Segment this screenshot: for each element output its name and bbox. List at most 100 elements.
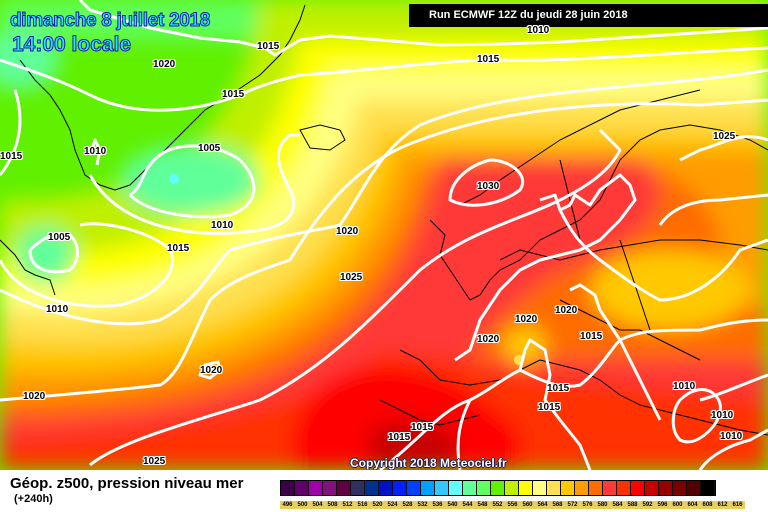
isobar-label: 1020	[477, 334, 500, 345]
isobar-label: 1010	[527, 25, 550, 36]
legend-value: 524	[385, 501, 400, 509]
legend-swatch	[631, 481, 645, 495]
isobar-label: 1020	[555, 305, 578, 316]
isobar-label: 1010	[720, 431, 743, 442]
legend-value: 572	[565, 501, 580, 509]
run-info-box: Run ECMWF 12Z du jeudi 28 juin 2018	[409, 4, 768, 27]
legend-swatch	[323, 481, 337, 495]
isobar-label: 1015	[0, 151, 23, 162]
legend-value: 520	[370, 501, 385, 509]
isobar-label: 1015	[477, 54, 500, 65]
legend-swatch	[519, 481, 533, 495]
legend-swatch	[407, 481, 421, 495]
legend-value: 604	[685, 501, 700, 509]
legend-value: 616	[730, 501, 745, 509]
legend-swatch	[659, 481, 673, 495]
legend-swatch	[589, 481, 603, 495]
legend-swatch	[435, 481, 449, 495]
coastlines	[0, 4, 768, 436]
legend-value: 564	[535, 501, 550, 509]
legend-value: 592	[640, 501, 655, 509]
legend-value: 588	[625, 501, 640, 509]
legend-value: 584	[610, 501, 625, 509]
isobar-label: 1025	[713, 131, 736, 142]
color-legend	[280, 480, 716, 496]
isobar-label: 1005	[198, 143, 221, 154]
legend-swatch	[701, 481, 715, 495]
legend-swatch	[547, 481, 561, 495]
legend-value: 496	[280, 501, 295, 509]
legend-swatch	[477, 481, 491, 495]
copyright: Copyright 2018 Meteociel.fr	[350, 456, 507, 470]
legend-swatch	[645, 481, 659, 495]
isobar-label: 1010	[673, 381, 696, 392]
legend-swatch	[603, 481, 617, 495]
legend-swatch	[505, 481, 519, 495]
legend-swatch	[393, 481, 407, 495]
isobar-label: 1010	[84, 146, 107, 157]
legend-value: 528	[400, 501, 415, 509]
legend-value: 552	[490, 501, 505, 509]
isobar-label: 1015	[257, 41, 280, 52]
legend-swatch	[687, 481, 701, 495]
legend-value: 540	[445, 501, 460, 509]
legend-swatch	[295, 481, 309, 495]
isobar-label: 1015	[580, 331, 603, 342]
legend-value: 576	[580, 501, 595, 509]
legend-value: 536	[430, 501, 445, 509]
legend-swatch	[617, 481, 631, 495]
isobar-label: 1020	[23, 391, 46, 402]
legend-swatch	[337, 481, 351, 495]
legend-swatch	[365, 481, 379, 495]
legend-value: 532	[415, 501, 430, 509]
isobar-label: 1015	[388, 432, 411, 443]
legend-value: 512	[340, 501, 355, 509]
legend-swatch	[561, 481, 575, 495]
isobar-label: 1010	[211, 220, 234, 231]
isobar-label: 1020	[515, 314, 538, 325]
legend-swatch	[281, 481, 295, 495]
isobar-label: 1015	[538, 402, 561, 413]
valid-time: 14:00 locale	[11, 33, 132, 57]
legend-value: 500	[295, 501, 310, 509]
legend-value: 580	[595, 501, 610, 509]
forecast-lead: (+240h)	[14, 493, 53, 505]
run-info: Run ECMWF 12Z du jeudi 28 juin 2018	[429, 9, 628, 21]
legend-value: 548	[475, 501, 490, 509]
legend-value: 516	[355, 501, 370, 509]
legend-value: 608	[700, 501, 715, 509]
legend-swatch	[575, 481, 589, 495]
legend-swatch	[673, 481, 687, 495]
isobar-label: 1020	[153, 59, 176, 70]
legend-labels: 496 500 504 508 512 516 520 524 528 532 536 540 544 5…	[280, 501, 745, 509]
legend-value: 612	[715, 501, 730, 509]
legend-value: 596	[655, 501, 670, 509]
isobar-label: 1020	[200, 365, 223, 376]
legend-swatch	[491, 481, 505, 495]
isobar-label: 1015	[411, 422, 434, 433]
legend-swatch	[421, 481, 435, 495]
isobar-label: 1010	[46, 304, 69, 315]
isobar-label: 1010	[711, 410, 734, 421]
chart-title: Géop. z500, pression niveau mer	[10, 475, 244, 492]
isobar-label: 1015	[547, 383, 570, 394]
legend-value: 556	[505, 501, 520, 509]
geopotential-field	[0, 0, 768, 470]
legend-swatch	[449, 481, 463, 495]
legend-value: 544	[460, 501, 475, 509]
isobar-label: 1015	[222, 89, 245, 100]
legend-swatch	[309, 481, 323, 495]
isobars	[0, 0, 768, 470]
isobar-label: 1030	[477, 181, 500, 192]
legend-swatch	[533, 481, 547, 495]
isobar-label: 1015	[167, 243, 190, 254]
legend-swatch	[351, 481, 365, 495]
legend-swatch	[379, 481, 393, 495]
legend-swatch	[463, 481, 477, 495]
legend-value: 568	[550, 501, 565, 509]
valid-date: dimanche 8 juillet 2018	[9, 10, 211, 32]
legend-value: 504	[310, 501, 325, 509]
isobar-label: 1020	[336, 226, 359, 237]
isobar-label: 1005	[48, 232, 71, 243]
legend-value: 600	[670, 501, 685, 509]
